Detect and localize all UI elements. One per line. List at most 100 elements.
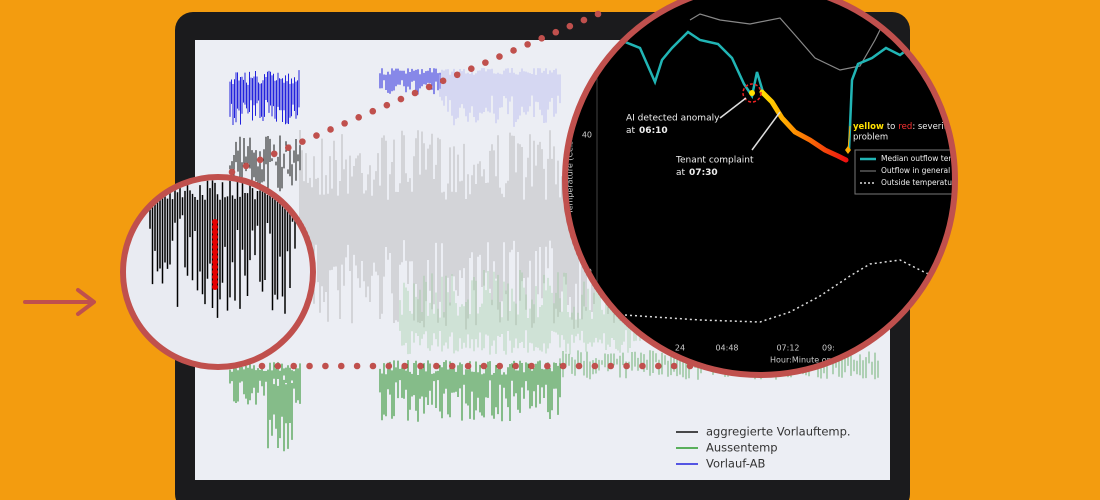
anomaly-dot (212, 259, 218, 265)
connector-dot (594, 10, 602, 18)
connector-dot (510, 47, 517, 54)
legend-label: Outflow in general (881, 166, 950, 175)
connector-dot (397, 95, 405, 103)
connector-dot (580, 16, 588, 24)
signal (439, 68, 561, 127)
zoom-legend-box (854, 149, 952, 195)
anomaly-dot (212, 254, 218, 260)
connector-dot (607, 362, 615, 370)
annotation: at 06:10 (626, 126, 668, 136)
connector-dot (496, 53, 503, 60)
connector-dot (480, 362, 488, 370)
signal (379, 360, 561, 422)
connector-dot (439, 77, 447, 85)
connector-dot (270, 150, 278, 158)
connector-dot (448, 362, 456, 370)
annotation-arrow (751, 111, 781, 151)
connector-dot (385, 362, 393, 370)
annotation: at 07:30 (676, 168, 718, 178)
connector-dot (639, 362, 646, 370)
main-legend: aggregierte Vorlauftemp. Aussentemp Vorl… (676, 425, 851, 471)
severity-path (759, 89, 849, 163)
anomaly-dot (212, 274, 218, 280)
connector-dot (369, 107, 377, 115)
connector-dot (464, 362, 472, 370)
connector-dot (468, 65, 475, 72)
connector-dot (285, 144, 292, 151)
connector-dot (341, 120, 348, 127)
connector-dot (544, 362, 551, 370)
anomaly-dot (212, 224, 218, 230)
connector-dot (433, 362, 440, 370)
x-tick-label: 09: (822, 344, 835, 353)
connector-dot (299, 138, 306, 145)
anomaly-dot (212, 219, 218, 225)
severity-red: red (898, 122, 912, 132)
anomaly-dot (749, 90, 755, 96)
annotation-time: 07:30 (689, 168, 718, 178)
annotation: Tenant complaint (675, 156, 754, 166)
connector-dot (559, 362, 567, 370)
connector-dot (274, 362, 282, 370)
anomaly-dot (212, 249, 218, 255)
connector-dot (306, 362, 313, 370)
connector-dot (256, 156, 264, 164)
x-tick-label: 24 (675, 344, 685, 353)
connector-dot (453, 71, 461, 79)
legend-label: Outside temperatu (881, 178, 952, 187)
connector-dot (528, 362, 535, 370)
annotation-arrow (719, 97, 747, 119)
legend-label: aggregierte Vorlauftemp. (706, 425, 851, 439)
small-magnifier-ring (120, 174, 316, 370)
connector-dot (383, 101, 391, 109)
severity-rest: : severity of f (912, 122, 969, 132)
connector-dot (401, 362, 408, 370)
connector-dot (512, 362, 519, 370)
signal (229, 70, 300, 125)
connector-dot (353, 362, 361, 370)
annotation-line (847, 125, 851, 151)
connector-dot (654, 362, 662, 370)
arrow-head (76, 288, 96, 316)
y-axis-label: Temperature (Celsius) (566, 126, 575, 215)
connector-dot (496, 362, 504, 370)
anomaly-dot (212, 229, 218, 235)
anomaly-dot (212, 264, 218, 270)
annotation-prefix: at (676, 168, 686, 178)
connector-dot (242, 162, 250, 170)
anomaly-dot (212, 244, 218, 250)
connector-dot (538, 35, 545, 42)
anomaly-marker (742, 83, 762, 103)
connector-dot (258, 362, 266, 370)
zoom-chart: 60 40 0 Temperature (Celsius) 24 04:48 0… (566, 13, 970, 365)
anomaly-dot (212, 239, 218, 245)
x-tick-label: 07:12 (776, 344, 799, 353)
anomaly-dot (212, 234, 218, 240)
severity-note: yellow to red: severity of f (853, 122, 970, 132)
connector-dot (355, 114, 362, 121)
connector-dot (290, 362, 298, 370)
severity-to: to (887, 122, 896, 132)
x-tick-label: 04:48 (715, 344, 738, 353)
connector-dot (670, 362, 678, 370)
severity-marker (845, 146, 851, 154)
x-axis-label: Hour:Minute on (770, 356, 832, 365)
legend-label: Vorlauf-AB (706, 457, 765, 471)
signal (379, 68, 441, 95)
connector-dot (482, 59, 489, 66)
annotation: AI detected anomaly (626, 114, 720, 124)
big-magnifier (565, 0, 955, 375)
legend-label: Median outflow tem (881, 154, 956, 163)
small-magnifier-content (149, 180, 296, 318)
connector-dot (337, 362, 345, 370)
connector-dot (591, 362, 599, 370)
annotation-time: 06:10 (639, 126, 668, 136)
annotation-prefix: at (626, 126, 636, 136)
connector-dot (623, 362, 630, 370)
connector-dot (322, 362, 329, 370)
connector-dot (575, 362, 583, 370)
anomaly-dot (212, 279, 218, 285)
outside-temp-line (624, 259, 946, 323)
connector-dot (228, 168, 236, 176)
